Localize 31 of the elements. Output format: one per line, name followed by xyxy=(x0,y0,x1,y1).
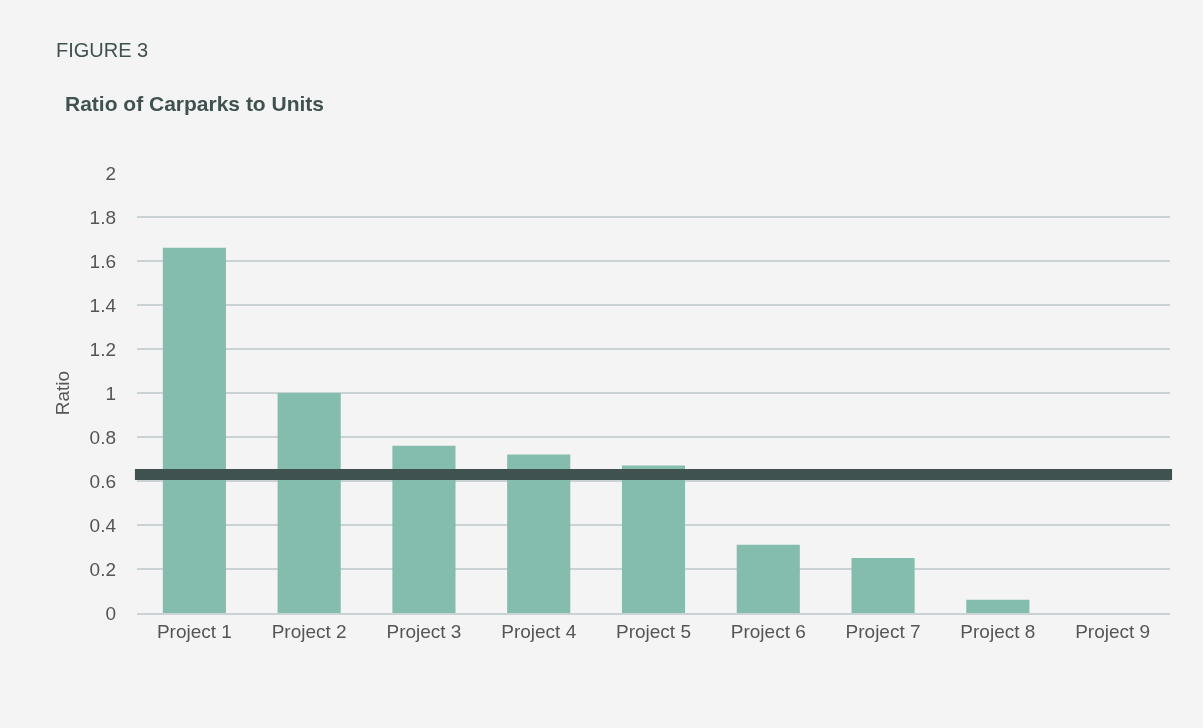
x-tick-label: Project 7 xyxy=(845,620,921,642)
x-tick-label: Project 9 xyxy=(1075,620,1151,642)
y-tick-label: 0.8 xyxy=(89,426,116,448)
bar xyxy=(621,465,686,613)
x-tick-label: Project 8 xyxy=(960,620,1036,642)
bar xyxy=(162,247,226,613)
y-tick-label: 2 xyxy=(105,162,116,184)
y-tick-label: 0.6 xyxy=(89,470,116,492)
bar xyxy=(392,445,456,613)
x-tick-label: Project 6 xyxy=(730,620,806,642)
bar xyxy=(851,558,915,613)
bar xyxy=(507,454,571,613)
bar xyxy=(736,544,800,613)
y-tick-label: 1.6 xyxy=(89,250,116,272)
y-tick-label: 0.4 xyxy=(89,514,117,536)
chart-title: Ratio of Carparks to Units xyxy=(65,91,325,115)
y-tick-label: 1 xyxy=(105,382,116,404)
x-tick-label: Project 4 xyxy=(501,620,577,642)
y-tick-label: 0.2 xyxy=(89,558,116,580)
bar xyxy=(277,393,341,613)
y-axis-title: Ratio xyxy=(52,370,74,416)
x-tick-label: Project 5 xyxy=(616,620,691,642)
chart-subtitle: FIGURE 3 xyxy=(56,39,149,61)
bar xyxy=(966,599,1030,613)
y-tick-label: 1.2 xyxy=(89,338,116,360)
x-tick-label: Project 3 xyxy=(386,620,462,642)
y-tick-label: 0 xyxy=(105,602,116,624)
x-tick-label: Project 1 xyxy=(156,620,232,642)
y-tick-label: 1.8 xyxy=(89,206,116,228)
x-tick-label: Project 2 xyxy=(271,620,347,642)
y-tick-label: 1.4 xyxy=(89,294,117,316)
